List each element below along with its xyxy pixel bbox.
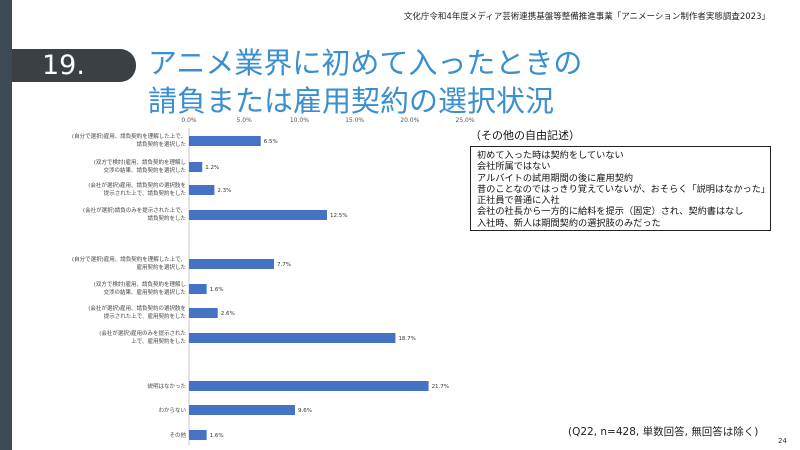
x-tick-label: 10.0% — [290, 117, 309, 124]
category-label: (会社が選択)雇用、請負契約の選択肢を — [88, 304, 186, 312]
category-label: (自分で選択)雇用、請負契約を理解した上で、 — [72, 132, 186, 140]
other-item: 初めて入った時は契約をしていない — [477, 150, 624, 161]
other-item: 昔のことなのではっきり覚えていないが、おそらく「説明はなかった」 — [477, 183, 771, 195]
data-label: 1.6% — [210, 287, 224, 293]
slide-number-tab: 19. — [12, 49, 136, 82]
category-label: 請負契約を選択した — [136, 140, 186, 148]
other-item: アルバイトの試用期間の後に雇用契約 — [477, 172, 634, 184]
category-label: 提示された上で、請負契約をした — [104, 189, 186, 197]
category-label: (双方で検討)雇用、請負契約を理解し — [94, 280, 186, 288]
category-label: 雇用契約を選択した — [136, 263, 186, 271]
category-label: 交渉の結果、雇用契約を選択した — [103, 288, 186, 296]
category-label: 交渉の結果、請負契約を選択した — [103, 166, 186, 174]
bar — [189, 136, 261, 146]
slide-title: アニメ業界に初めて入ったときの 請負または雇用契約の選択状況 — [148, 44, 582, 120]
category-label: (自分で選択)雇用、請負契約を理解した上で、 — [72, 255, 186, 263]
category-label: (会社が選択)雇用のみを提示された — [99, 329, 186, 337]
bar — [189, 430, 207, 440]
bar — [189, 308, 218, 318]
category-label: (双方で検討)雇用、請負契約を理解し — [94, 158, 186, 166]
other-item: 正社員で普通に入社 — [477, 195, 560, 207]
other-item: 会社所属ではない — [477, 161, 551, 173]
x-tick-label: 25.0% — [455, 117, 474, 124]
data-label: 6.5% — [264, 139, 278, 145]
other-comments-box: 初めて入った時は契約をしていない 会社所属ではない アルバイトの試用期間の後に雇… — [470, 146, 771, 231]
data-label: 1.2% — [205, 165, 219, 171]
data-label: 2.6% — [221, 311, 235, 317]
data-label: 9.6% — [298, 408, 312, 414]
header-text: 文化庁令和4年度メディア芸術連携基盤等整備推進事業「アニメーション制作者実態調査… — [403, 12, 770, 22]
category-label: わからない — [158, 407, 186, 414]
x-tick-label: 20.0% — [400, 117, 419, 124]
category-label: 上で、雇用契約をした — [131, 337, 186, 345]
bar — [189, 185, 215, 195]
bar — [189, 210, 327, 220]
data-label: 18.7% — [398, 336, 415, 342]
bar — [189, 259, 275, 269]
data-label: 21.7% — [432, 384, 449, 390]
data-label: 7.7% — [277, 262, 291, 268]
category-label: 提示された上で、雇用契約をした — [104, 312, 186, 320]
data-label: 1.6% — [210, 433, 224, 439]
slide-title-line2: 請負または雇用契約の選択状況 — [148, 84, 555, 118]
category-label: 請負契約をした — [147, 214, 186, 222]
x-tick-label: 15.0% — [345, 117, 364, 124]
other-item: 入社時、新人は期間契約の選択肢のみだった — [477, 217, 661, 229]
footnote: (Q22, n=428, 単数回答, 無回答は除く) — [568, 426, 759, 438]
data-label: 12.5% — [330, 213, 347, 219]
other-heading: （その他の自由記述） — [470, 129, 580, 142]
bar — [189, 162, 203, 172]
slide-title-line1: アニメ業界に初めて入ったときの — [148, 46, 583, 80]
x-tick-label: 5.0% — [237, 117, 253, 124]
data-label: 2.3% — [217, 188, 231, 194]
bar — [189, 405, 295, 415]
bar — [189, 381, 429, 391]
category-label: その他 — [169, 431, 186, 439]
left-border — [0, 0, 12, 450]
x-tick-label: 0.0% — [181, 117, 197, 124]
category-label: (会社が選択)雇用、請負契約の選択肢を — [88, 181, 186, 189]
category-label: 説明はなかった — [147, 382, 186, 390]
other-item: 会社の社長から一方的に給料を提示（固定）され、契約書はなし — [477, 206, 744, 218]
bar — [189, 284, 207, 294]
bar — [189, 333, 396, 343]
category-label: (会社が選択)請負のみを提示された上で、 — [83, 206, 186, 214]
page-number: 24 — [778, 437, 787, 445]
